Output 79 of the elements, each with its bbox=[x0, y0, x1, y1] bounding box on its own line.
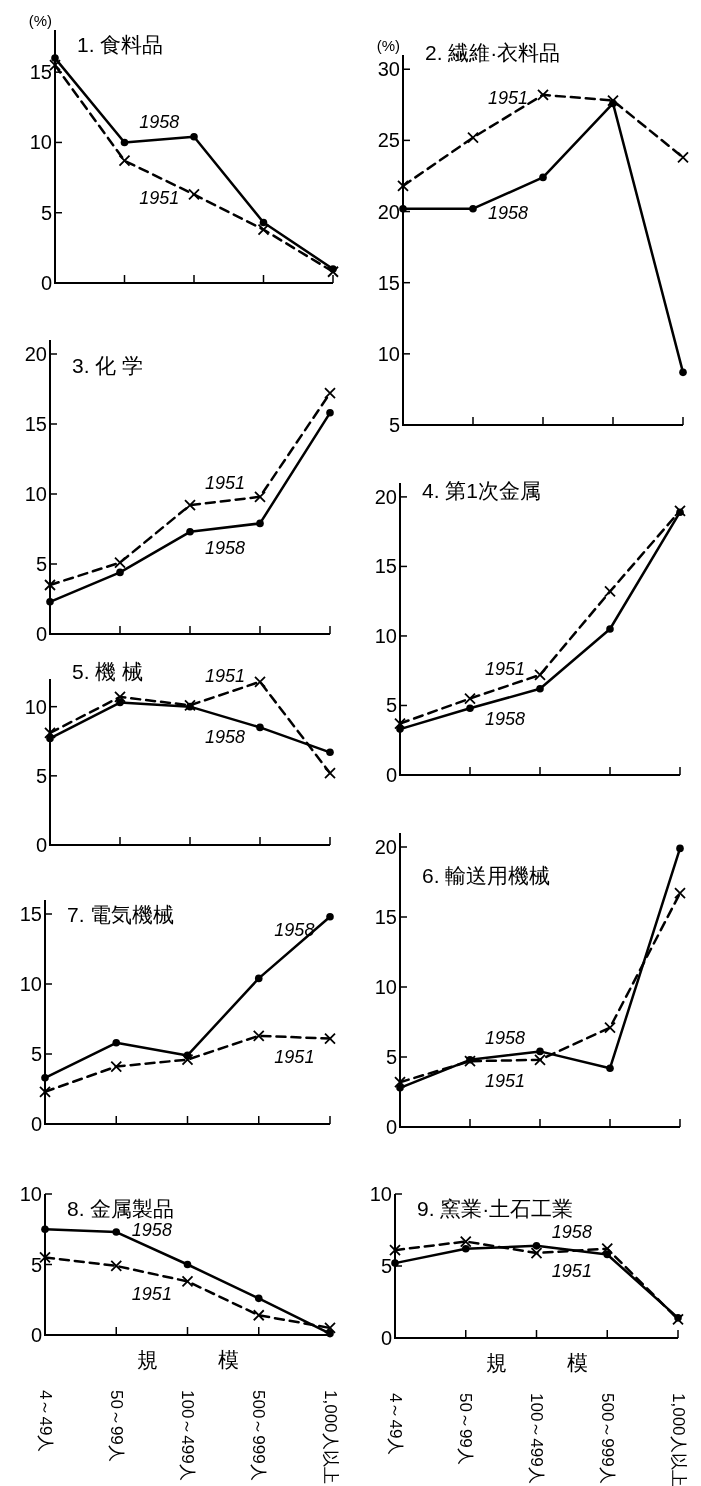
chart-title: 8. 金属製品 bbox=[67, 1197, 175, 1220]
y-tick-label: 0 bbox=[30, 1113, 42, 1135]
x-tick-label: 500～999人 bbox=[249, 1390, 269, 1481]
x-tick-label: 100～499人 bbox=[527, 1393, 546, 1484]
y-tick-label: 5 bbox=[35, 553, 47, 575]
x-tick-label: 50～99人 bbox=[106, 1390, 126, 1462]
y-tick-label: 10 bbox=[24, 483, 47, 505]
y-tick-label: 5 bbox=[30, 1043, 42, 1065]
series-label: 1958 bbox=[487, 203, 529, 224]
chart-title: 4. 第1次金属 bbox=[422, 479, 542, 502]
y-tick-label: 0 bbox=[40, 272, 52, 294]
y-tick-label: 10 bbox=[374, 976, 397, 998]
y-axis-title: (%) bbox=[28, 12, 52, 29]
chart-title: 7. 電気機械 bbox=[67, 903, 175, 926]
y-tick-label: 15 bbox=[374, 555, 397, 578]
series-label: 1958 bbox=[484, 708, 526, 729]
series-label: 1958 bbox=[139, 111, 180, 132]
x-tick-label: 1,000人以上 bbox=[320, 1390, 340, 1484]
y-tick-label: 15 bbox=[377, 271, 400, 294]
series-label: 1951 bbox=[131, 1283, 172, 1304]
y-tick-label: 10 bbox=[369, 1183, 392, 1205]
series-label: 1951 bbox=[204, 473, 246, 493]
x-tick-label: 4～49人 bbox=[35, 1390, 55, 1453]
y-tick-label: 10 bbox=[19, 1183, 42, 1205]
y-tick-label: 0 bbox=[35, 623, 47, 645]
y-axis-title: (%) bbox=[376, 37, 400, 54]
x-axis-title: 規模 bbox=[136, 1348, 299, 1371]
y-tick-label: 15 bbox=[24, 413, 47, 435]
series-label: 1951 bbox=[551, 1260, 592, 1281]
chart-title: 1. 食料品 bbox=[77, 33, 164, 56]
y-tick-label: 5 bbox=[30, 1253, 42, 1276]
y-tick-label: 5 bbox=[380, 1255, 392, 1277]
series-label: 1958 bbox=[204, 537, 246, 558]
x-tick-label: 100～499人 bbox=[178, 1390, 197, 1481]
y-tick-label: 30 bbox=[377, 58, 400, 81]
series-label: 1958 bbox=[131, 1220, 172, 1241]
series-label: 1951 bbox=[487, 88, 529, 109]
series-label: 1951 bbox=[274, 1047, 315, 1068]
text: 6. 輸送用機械 bbox=[422, 864, 551, 887]
y-tick-label: 10 bbox=[377, 342, 400, 365]
y-tick-label: 15 bbox=[19, 903, 42, 925]
x-tick-label: 50～99人 bbox=[456, 1393, 476, 1465]
series-label: 1958 bbox=[551, 1222, 592, 1243]
series-label: 1951 bbox=[484, 658, 526, 679]
y-tick-label: 0 bbox=[380, 1327, 392, 1349]
x-tick-label: 4～49人 bbox=[385, 1393, 405, 1456]
series-label: 1958 bbox=[484, 1027, 526, 1048]
y-tick-label: 5 bbox=[385, 1046, 397, 1068]
y-tick-label: 0 bbox=[385, 1116, 397, 1138]
y-tick-label: 5 bbox=[385, 694, 397, 717]
x-axis-title: 規模 bbox=[485, 1351, 648, 1374]
series-label: 1958 bbox=[204, 727, 246, 748]
y-tick-label: 10 bbox=[19, 973, 42, 995]
y-tick-label: 10 bbox=[24, 695, 47, 718]
y-tick-label: 0 bbox=[385, 764, 397, 786]
series-label: 1958 bbox=[274, 919, 315, 940]
y-tick-label: 20 bbox=[24, 343, 47, 365]
y-tick-label: 10 bbox=[374, 624, 397, 647]
y-tick-label: 20 bbox=[374, 485, 397, 508]
y-tick-label: 5 bbox=[388, 414, 400, 436]
y-tick-label: 5 bbox=[35, 764, 47, 787]
text: 3. 化 学 bbox=[72, 354, 144, 377]
x-tick-label: 500～999人 bbox=[597, 1393, 617, 1484]
y-tick-label: 0 bbox=[30, 1324, 42, 1346]
y-tick-label: 0 bbox=[35, 834, 47, 856]
x-tick-label: 1,000人以上 bbox=[668, 1393, 688, 1486]
chart-title: 2. 繊維·衣料品 bbox=[425, 41, 561, 64]
y-tick-label: 5 bbox=[40, 201, 52, 224]
y-tick-label: 15 bbox=[29, 61, 52, 84]
y-tick-label: 25 bbox=[377, 129, 400, 152]
chart-title: 9. 窯業·土石工業 bbox=[417, 1197, 574, 1220]
series-label: 1951 bbox=[484, 1070, 526, 1091]
chart-title: 5. 機 械 bbox=[72, 660, 144, 683]
y-tick-label: 10 bbox=[29, 131, 52, 154]
y-tick-label: 20 bbox=[377, 200, 400, 223]
y-tick-label: 15 bbox=[374, 906, 397, 928]
series-label: 1951 bbox=[139, 187, 180, 208]
series-label: 1951 bbox=[204, 665, 246, 686]
y-tick-label: 20 bbox=[374, 836, 397, 858]
